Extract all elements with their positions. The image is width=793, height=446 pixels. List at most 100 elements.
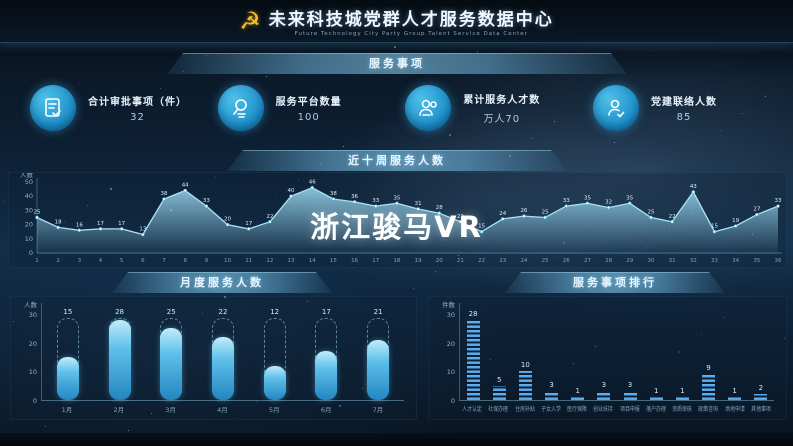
x-axis-label: 2月 bbox=[113, 406, 125, 414]
svg-text:31: 31 bbox=[669, 258, 676, 264]
x-axis-label: 资质审核 bbox=[672, 406, 692, 413]
striped-bar: 5 bbox=[492, 376, 506, 400]
page-title: 未来科技城党群人才服务数据中心 bbox=[268, 10, 554, 30]
svg-text:13: 13 bbox=[288, 258, 295, 264]
striped-bar: 9 bbox=[701, 364, 715, 400]
svg-text:50: 50 bbox=[25, 178, 33, 186]
svg-text:12: 12 bbox=[266, 258, 273, 264]
svg-text:35: 35 bbox=[393, 195, 400, 201]
document-check-icon bbox=[30, 85, 76, 131]
svg-text:35: 35 bbox=[626, 195, 633, 201]
trend-chart-panel: 0 10 20 30 40 50 人数 25 1 18 2 16 3 17 4 17 5 13 6 38 7 44 8 33 9… bbox=[8, 170, 787, 268]
svg-text:22: 22 bbox=[266, 214, 273, 220]
vendor-watermark: 浙江骏马VR bbox=[310, 210, 483, 244]
services-banner: 服务事项 bbox=[167, 53, 627, 74]
svg-text:16: 16 bbox=[76, 222, 83, 228]
svg-text:3: 3 bbox=[78, 258, 82, 264]
svg-text:17: 17 bbox=[97, 221, 104, 227]
stat-value: 万人70 bbox=[483, 114, 521, 125]
x-axis-label: 其他事项 bbox=[751, 406, 771, 413]
svg-text:36: 36 bbox=[351, 194, 358, 200]
page-subtitle: Future Technology City Party Group Talen… bbox=[294, 31, 528, 37]
svg-text:20: 20 bbox=[224, 217, 231, 223]
svg-text:19: 19 bbox=[732, 218, 739, 224]
x-axis-label: 5月 bbox=[268, 406, 280, 414]
striped-bar: 3 bbox=[545, 381, 559, 400]
striped-bar: 1 bbox=[675, 387, 689, 400]
svg-text:38: 38 bbox=[330, 191, 337, 197]
striped-bar: 1 bbox=[571, 387, 585, 400]
stat-value: 32 bbox=[130, 112, 145, 123]
monthly-chart-banner: 月度服务人数 bbox=[112, 272, 332, 293]
svg-text:33: 33 bbox=[203, 198, 210, 204]
svg-text:2: 2 bbox=[56, 258, 60, 264]
svg-text:33: 33 bbox=[775, 198, 782, 204]
stat-value: 85 bbox=[676, 112, 692, 123]
svg-text:18: 18 bbox=[55, 219, 62, 225]
stat-card-members: 党建联络人数 85 bbox=[592, 78, 763, 138]
x-axis-label: 子女入学 bbox=[541, 406, 561, 413]
svg-text:人数: 人数 bbox=[20, 173, 34, 179]
bottom-strip bbox=[0, 433, 793, 446]
stat-label: 党建联络人数 bbox=[650, 97, 717, 108]
stat-cards-row: 合计审批事项（件） 32 服务平台数量 100 累计服务人才数 万人70 bbox=[30, 78, 763, 138]
svg-text:38: 38 bbox=[161, 191, 168, 197]
items-chart: 件数 0 10 20 30 28 5 10 3 1 3 3 1 1 9 1 2 人才认定社… bbox=[433, 301, 780, 415]
x-axis-label: 场地申请 bbox=[724, 406, 745, 413]
x-axis-label: 政策咨询 bbox=[698, 406, 719, 413]
svg-text:20: 20 bbox=[436, 258, 443, 264]
x-axis-label: 社保办理 bbox=[488, 406, 509, 413]
svg-text:17: 17 bbox=[372, 258, 379, 264]
items-chart-banner: 服务事项排行 bbox=[505, 272, 725, 293]
svg-text:14: 14 bbox=[309, 258, 316, 264]
svg-text:25: 25 bbox=[542, 210, 549, 216]
svg-text:23: 23 bbox=[499, 258, 506, 264]
striped-bar: 1 bbox=[728, 387, 742, 400]
svg-text:33: 33 bbox=[563, 198, 570, 204]
svg-text:28: 28 bbox=[605, 258, 612, 264]
svg-text:7: 7 bbox=[162, 258, 166, 264]
svg-text:33: 33 bbox=[372, 198, 379, 204]
svg-text:26: 26 bbox=[563, 258, 570, 264]
svg-text:35: 35 bbox=[584, 195, 591, 201]
svg-text:36: 36 bbox=[775, 258, 782, 264]
svg-text:20: 20 bbox=[25, 221, 33, 229]
svg-text:26: 26 bbox=[520, 208, 527, 214]
striped-bar: 3 bbox=[597, 381, 611, 400]
capsule-bar: 15 bbox=[56, 308, 79, 400]
svg-text:17: 17 bbox=[245, 221, 252, 227]
svg-text:35: 35 bbox=[753, 258, 760, 264]
x-axis-label: 人才认定 bbox=[462, 406, 482, 413]
striped-bar: 3 bbox=[623, 381, 637, 400]
x-axis-label: 4月 bbox=[217, 406, 228, 414]
svg-text:32: 32 bbox=[605, 200, 612, 206]
svg-text:31: 31 bbox=[415, 201, 422, 207]
items-chart-panel: 件数 0 10 20 30 28 5 10 3 1 3 3 1 1 9 1 2 人才认定社… bbox=[428, 296, 787, 420]
party-emblem-icon: ☭ bbox=[239, 7, 261, 35]
striped-bar: 1 bbox=[649, 387, 663, 400]
x-axis-label: 落户办理 bbox=[646, 406, 666, 413]
svg-text:44: 44 bbox=[182, 183, 189, 189]
talent-group-icon bbox=[405, 85, 452, 131]
stat-label: 合计审批事项（件） bbox=[88, 97, 187, 108]
stat-label: 累计服务人才数 bbox=[463, 95, 541, 106]
svg-text:30: 30 bbox=[25, 206, 33, 214]
striped-bar: 2 bbox=[754, 384, 768, 400]
svg-text:19: 19 bbox=[415, 258, 422, 264]
svg-text:16: 16 bbox=[351, 258, 358, 264]
stat-card-platforms: 服务平台数量 100 bbox=[217, 78, 388, 138]
svg-text:6: 6 bbox=[141, 258, 145, 264]
svg-text:24: 24 bbox=[499, 211, 506, 217]
x-axis-label: 项目申报 bbox=[619, 406, 640, 413]
svg-text:10: 10 bbox=[224, 258, 231, 264]
x-axis-label: 3月 bbox=[165, 406, 176, 414]
svg-text:15: 15 bbox=[478, 224, 485, 230]
monthly-chart-panel: 人数 0 10 20 30 15 28 25 22 12 17 21 1月 2月 3月 4月 5月… bbox=[10, 296, 417, 420]
svg-text:25: 25 bbox=[647, 210, 654, 216]
x-axis-label: 创业扶持 bbox=[593, 406, 614, 413]
svg-text:22: 22 bbox=[669, 214, 676, 220]
capsule-bar: 22 bbox=[211, 308, 234, 400]
svg-text:1: 1 bbox=[35, 258, 39, 264]
svg-text:25: 25 bbox=[34, 210, 41, 216]
